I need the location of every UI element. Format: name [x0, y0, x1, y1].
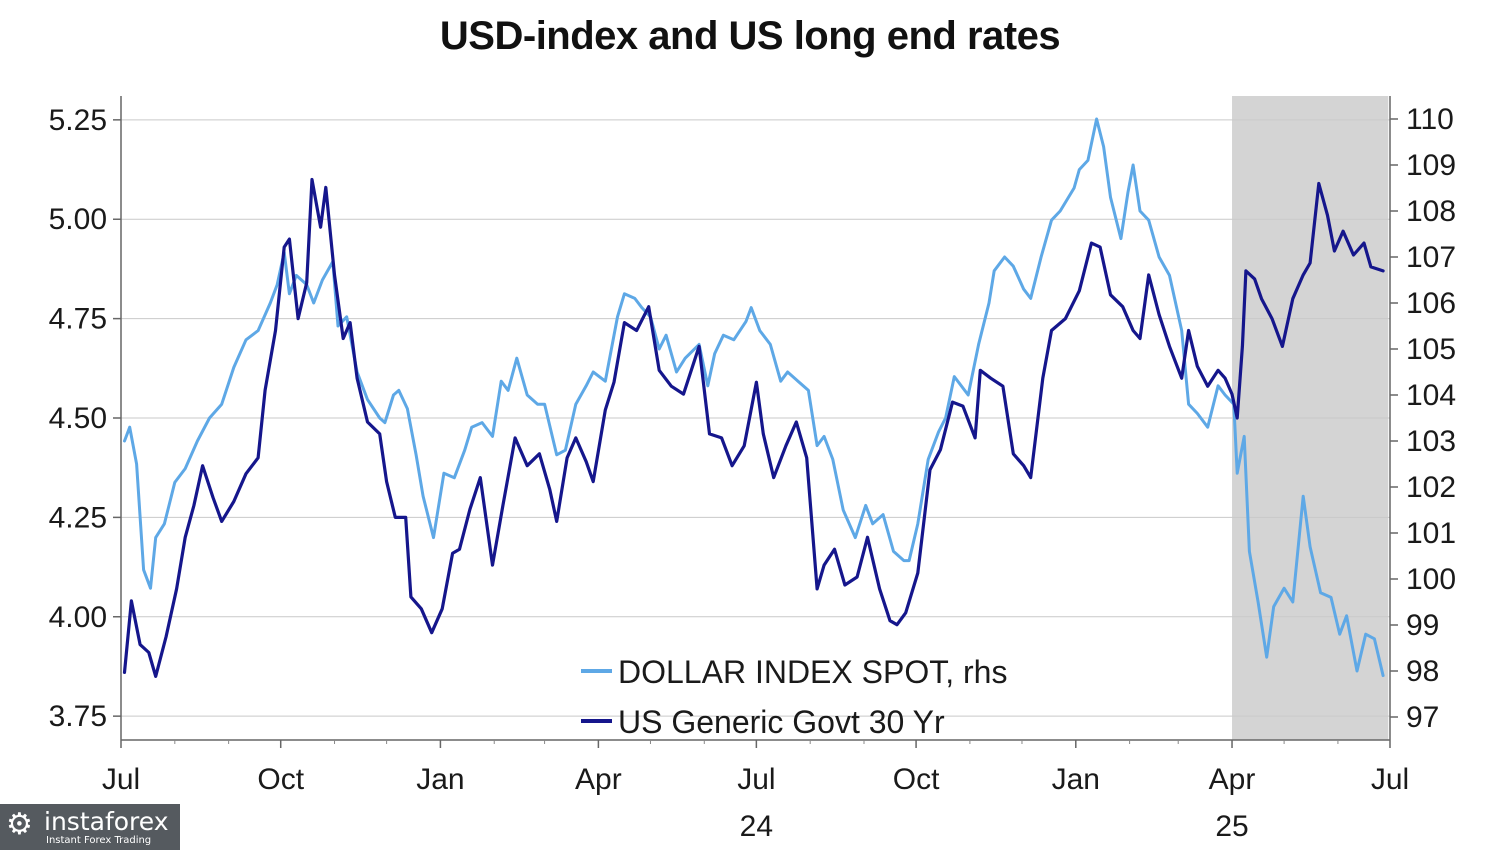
y-left-tick-label: 5.25	[49, 104, 107, 137]
x-tick-label: Oct	[893, 763, 940, 796]
y-right-tick-label: 108	[1406, 195, 1456, 228]
y-left-tick-label: 4.00	[49, 601, 107, 634]
y-right-tick-label: 101	[1406, 517, 1456, 550]
y-right-tick-label: 102	[1406, 471, 1456, 504]
gear-icon: ⚙	[6, 807, 33, 842]
y-right-tick-label: 110	[1406, 103, 1454, 136]
y-left-tick-label: 4.75	[49, 303, 107, 336]
right-axis-ticks: 110 109 108 107 106 105 104 103 102 101 100 99 98 97	[1390, 103, 1456, 734]
y-right-tick-label: 105	[1406, 333, 1456, 366]
x-tick-label: Apr	[575, 763, 622, 796]
legend-label: US Generic Govt 30 Yr	[618, 704, 945, 740]
x-tick-label: Jul	[1371, 763, 1409, 796]
x-tick-label: Apr	[1209, 763, 1256, 796]
watermark-tagline: Instant Forex Trading	[46, 835, 152, 846]
y-right-tick-label: 99	[1406, 609, 1439, 642]
x-tick-label: Jul	[102, 763, 140, 796]
y-right-tick-label: 100	[1406, 563, 1456, 596]
left-axis-ticks: 5.25 5.00 4.75 4.50 4.25 4.00 3.75	[49, 104, 121, 733]
y-right-tick-label: 106	[1406, 287, 1456, 320]
x-tick-label: Oct	[257, 763, 304, 796]
x-tick-label: Jul	[737, 763, 775, 796]
x-year-label: 25	[1215, 810, 1248, 843]
x-tick-label: Jan	[416, 763, 464, 796]
y-right-tick-label: 109	[1406, 149, 1456, 182]
x-tick-label: Jan	[1052, 763, 1100, 796]
chart-title: USD-index and US long end rates	[439, 14, 1061, 58]
series-line-us-30yr	[122, 177, 1385, 679]
y-left-tick-label: 5.00	[49, 203, 107, 236]
y-right-tick-label: 97	[1406, 701, 1439, 734]
legend-label: DOLLAR INDEX SPOT, rhs	[618, 654, 1007, 690]
x-year-label: 24	[740, 810, 773, 843]
watermark-brand: instaforex	[44, 807, 169, 836]
x-axis-ticks: JulOctJanAprJulOctJanAprJul232425	[102, 740, 1409, 843]
y-right-tick-label: 104	[1406, 379, 1456, 412]
legend: DOLLAR INDEX SPOT, rhs US Generic Govt 30…	[581, 654, 1007, 740]
watermark-logo: ⚙ instaforex Instant Forex Trading	[0, 804, 180, 850]
y-left-tick-label: 4.25	[49, 501, 107, 534]
y-right-tick-label: 98	[1406, 655, 1439, 688]
y-left-tick-label: 4.50	[49, 402, 107, 435]
y-right-tick-label: 103	[1406, 425, 1456, 458]
y-left-tick-label: 3.75	[49, 700, 107, 733]
data-series	[122, 117, 1385, 679]
y-right-tick-label: 107	[1406, 241, 1456, 274]
